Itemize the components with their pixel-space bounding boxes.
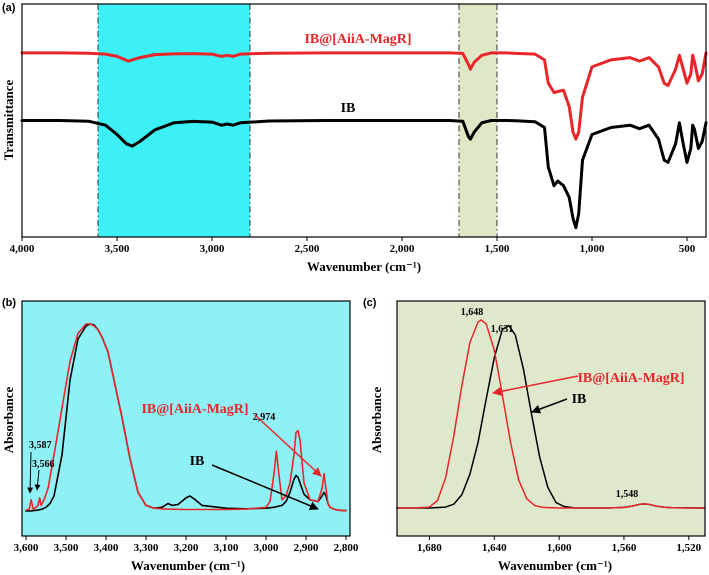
series-line-ib-aiia-magr-: [396, 319, 706, 509]
x-tick-label: 3,500: [54, 542, 79, 554]
x-ticks-b: 3,600 3,500 3,400 3,300 3,200 3,100 3,000 2,900…: [14, 536, 359, 554]
x-tick-label: 1,640: [482, 542, 507, 554]
panel-c-background: [397, 301, 705, 536]
panel-a: (a) 4,000 3,500 3,000 2,500 2,000 1,500 1,000 5…: [1, 2, 708, 274]
x-tick-label: 3,000: [254, 542, 279, 554]
x-ticks-c: 1,680 1,640 1,600 1,560 1,520: [417, 536, 702, 554]
x-tick-label: 3,000: [200, 243, 225, 255]
series-line-ib-aiia-magr-: [20, 51, 708, 141]
x-tick-label: 1,560: [612, 542, 637, 554]
arrow-ib-b: [211, 464, 319, 511]
y-axis-title-a: Transmittance: [1, 79, 16, 160]
series-label-ib-c: IB: [572, 392, 587, 407]
x-tick-label: 3,500: [105, 243, 130, 255]
peak-label: 1,648: [461, 307, 484, 318]
x-tick-label: 3,600: [14, 542, 39, 554]
series-label-ib-b: IB: [190, 454, 205, 469]
panel-b: (b) 3,600 3,500 3,400 3,300 3,200 3,100 3,000 2…: [1, 297, 359, 573]
x-axis-title-a: Wavenumber (cm⁻¹): [307, 259, 421, 274]
x-ticks-a: 4,000 3,500 3,000 2,500 2,000 1,500 1,000 500: [10, 237, 696, 255]
y-axis-title-c: Absorbance: [369, 387, 384, 454]
panel-c: (c) 1,680 1,640 1,600 1,560 1,520 1,648 1,631…: [363, 297, 706, 573]
peak-pointer: [34, 469, 41, 491]
x-axis-title-b: Wavenumber (cm⁻¹): [131, 558, 245, 573]
peak-pointer: [27, 451, 34, 494]
peak-label: 1,631: [491, 324, 514, 335]
plot-frame-c: [396, 300, 706, 537]
arrow-ib-c: [531, 398, 568, 414]
series-line-ib-aiia-magr-: [25, 323, 347, 512]
x-tick-label: 3,300: [134, 542, 159, 554]
panel-b-label: (b): [2, 297, 16, 309]
x-tick-label: 1,000: [580, 243, 605, 255]
series-lines: [25, 323, 347, 512]
arrow-ib-magr-b: [254, 414, 322, 477]
series-label-ib-magr-b: IB@[AiiA-MagR]: [141, 402, 248, 417]
highlight-regions: [97, 4, 498, 237]
x-tick-label: 2,800: [334, 542, 359, 554]
panel-c-label: (c): [363, 297, 377, 309]
x-tick-label: 1,520: [676, 542, 701, 554]
peak-label: 2,974: [253, 412, 276, 423]
x-tick-label: 2,900: [294, 542, 319, 554]
peak-label: 3,566: [32, 459, 55, 470]
x-tick-label: 2,500: [295, 243, 320, 255]
x-axis-title-c: Wavenumber (cm⁻¹): [498, 558, 612, 573]
highlight-region: [98, 4, 250, 237]
series-line-ib: [20, 119, 708, 230]
series-label-ib-magr-c: IB@[AiiA-MagR]: [577, 371, 684, 386]
x-tick-label: 3,400: [94, 542, 119, 554]
peak-annotations-c: 1,648 1,631 1,548: [461, 307, 639, 500]
series-lines: [396, 319, 706, 509]
series-label-ib: IB: [341, 101, 356, 116]
peak-label: 3,587: [29, 440, 52, 451]
x-tick-label: 1,680: [417, 542, 442, 554]
x-tick-label: 1,500: [485, 243, 510, 255]
x-tick-label: 2,000: [390, 243, 415, 255]
x-tick-label: 4,000: [10, 243, 35, 255]
peak-annotations-b: 3,587 3,566 2,974: [27, 412, 276, 494]
x-tick-label: 1,600: [547, 542, 572, 554]
arrow-ib-magr-c: [492, 375, 579, 396]
x-tick-label: 3,200: [174, 542, 199, 554]
x-tick-label: 500: [679, 243, 696, 255]
peak-label: 1,548: [616, 489, 639, 500]
panel-a-label: (a): [2, 2, 16, 14]
series-lines: [20, 51, 708, 230]
x-tick-label: 3,100: [214, 542, 239, 554]
series-label-ib-magr: IB@[AiiA-MagR]: [304, 32, 411, 47]
plot-frame-a: [21, 3, 707, 238]
panel-b-background: [22, 301, 350, 536]
y-axis-title-b: Absorbance: [1, 387, 16, 454]
